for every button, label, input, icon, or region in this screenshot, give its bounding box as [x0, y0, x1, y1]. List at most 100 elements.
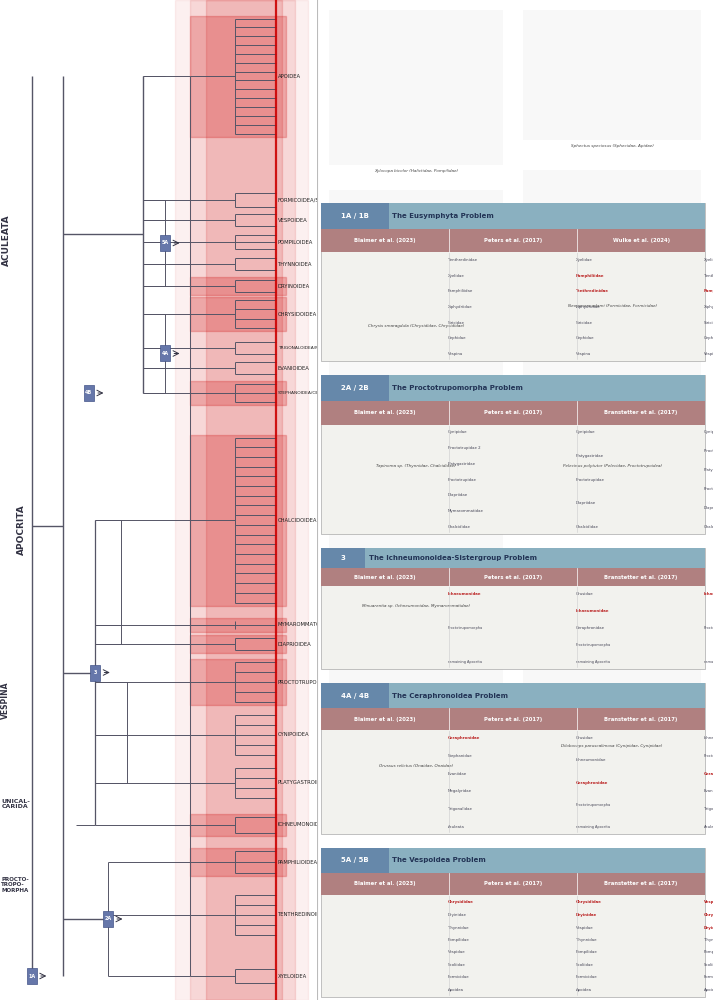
Text: The Eusymphyta Problem: The Eusymphyta Problem — [392, 213, 494, 219]
Text: Proctotrupomorpha: Proctotrupomorpha — [704, 626, 713, 630]
Text: Minuarentia sp. (Ichneumonidae, Mymarommatidae): Minuarentia sp. (Ichneumonidae, Mymaromm… — [362, 604, 471, 608]
Text: Chalcididae: Chalcididae — [704, 525, 713, 529]
Text: Thynnidae: Thynnidae — [448, 926, 468, 930]
Text: Diapriidae: Diapriidae — [576, 501, 596, 505]
Text: Dryinidae: Dryinidae — [576, 913, 597, 917]
Text: FORMICOIDEA/SCOLIOIDEA: FORMICOIDEA/SCOLIOIDEA — [277, 198, 348, 202]
Text: Pamphiliidae: Pamphiliidae — [704, 289, 713, 293]
Text: Formicidae: Formicidae — [448, 976, 470, 980]
Text: THYNNOIDEA: THYNNOIDEA — [277, 261, 312, 266]
Text: Proctotrupidae 2: Proctotrupidae 2 — [704, 449, 713, 453]
Text: Branstetter et al. (2017): Branstetter et al. (2017) — [605, 881, 678, 886]
Bar — [190, 618, 285, 632]
Bar — [190, 814, 285, 836]
Text: Stephanidae: Stephanidae — [448, 754, 473, 758]
Text: Formicidae: Formicidae — [704, 976, 713, 980]
Text: Scoliidae: Scoliidae — [576, 963, 594, 967]
Bar — [190, 15, 285, 136]
Text: Xyelidae: Xyelidae — [576, 258, 593, 262]
Text: Trigonalidae: Trigonalidae — [448, 807, 472, 811]
Bar — [322, 203, 705, 229]
Text: Apoidea: Apoidea — [704, 988, 713, 992]
Text: Ceraphronidae: Ceraphronidae — [576, 781, 608, 785]
Text: VESPINA: VESPINA — [1, 681, 10, 719]
Text: Blaimer et al. (2023): Blaimer et al. (2023) — [354, 410, 416, 415]
Text: Pompilidae: Pompilidae — [576, 950, 597, 954]
Text: Ichneumonidae: Ichneumonidae — [704, 592, 713, 596]
Text: The Ichneumonoidea-Sistergroup Problem: The Ichneumonoidea-Sistergroup Problem — [369, 555, 537, 561]
Text: CHALCIDOIDEA: CHALCIDOIDEA — [277, 518, 317, 522]
Bar — [329, 10, 503, 165]
Text: MYMAROMMATOIDEA: MYMAROMMATOIDEA — [277, 622, 333, 628]
Text: Pelecinus polytutor (Pelecidae, Proctotrupoidea): Pelecinus polytutor (Pelecidae, Proctotr… — [563, 464, 662, 468]
Text: APOCRITA: APOCRITA — [16, 505, 26, 555]
Text: Proctotrupomorpha: Proctotrupomorpha — [704, 754, 713, 758]
Text: Vespidae: Vespidae — [704, 900, 713, 904]
Text: Ichneumonidae: Ichneumonidae — [576, 758, 606, 762]
Text: Apoidea: Apoidea — [448, 988, 464, 992]
Bar — [322, 848, 389, 873]
Bar — [523, 330, 701, 460]
Text: The Ceraphronoidea Problem: The Ceraphronoidea Problem — [392, 693, 508, 699]
Bar — [175, 0, 308, 1000]
Text: Vespidae: Vespidae — [576, 926, 594, 930]
Text: Evaniidae: Evaniidae — [448, 772, 467, 776]
Text: Aculeata: Aculeata — [704, 825, 713, 829]
Text: Trigonalidae: Trigonalidae — [704, 807, 713, 811]
Text: Pompilidae: Pompilidae — [448, 938, 470, 942]
Bar — [190, 659, 285, 705]
Text: Thynnidae: Thynnidae — [576, 938, 597, 942]
FancyBboxPatch shape — [103, 911, 113, 927]
Text: Blaimer et al. (2023): Blaimer et al. (2023) — [354, 717, 416, 722]
Text: Cephidae: Cephidae — [704, 336, 713, 340]
Text: Cynipidae: Cynipidae — [448, 430, 468, 434]
Text: Wulke et al. (2024): Wulke et al. (2024) — [612, 238, 670, 243]
FancyBboxPatch shape — [160, 345, 170, 361]
Text: Ceraphronidae: Ceraphronidae — [448, 736, 481, 740]
Text: 4A: 4A — [161, 351, 168, 356]
Bar — [190, 381, 285, 405]
Text: Branstetter et al. (2017): Branstetter et al. (2017) — [605, 575, 678, 580]
Text: Diapriidae: Diapriidae — [704, 506, 713, 510]
Text: The Vespoidea Problem: The Vespoidea Problem — [392, 857, 486, 863]
Text: Proctotrupidae: Proctotrupidae — [448, 478, 477, 482]
Text: Platygastridae: Platygastridae — [704, 468, 713, 472]
Text: PAMPHILIOIDEA: PAMPHILIOIDEA — [277, 859, 318, 864]
Bar — [190, 434, 285, 606]
Text: 4B: 4B — [86, 390, 93, 395]
Text: Chrysididae: Chrysididae — [448, 900, 474, 904]
Text: UNICAL-
CARIDA: UNICAL- CARIDA — [1, 799, 30, 809]
Text: STEPHANOIDEA/CERAPhRONOIDEA: STEPHANOIDEA/CERAPhRONOIDEA — [277, 391, 353, 395]
Text: Vespidae: Vespidae — [448, 950, 466, 954]
Text: EVANIOIDEA: EVANIOIDEA — [277, 365, 309, 370]
Bar — [190, 297, 285, 331]
Text: Pamphiliidae: Pamphiliidae — [448, 289, 473, 293]
Bar — [322, 568, 705, 586]
Bar — [322, 548, 705, 669]
Text: Apoidea: Apoidea — [576, 988, 592, 992]
Bar — [322, 401, 705, 424]
Bar — [190, 277, 285, 295]
Text: Proctotrupomorpha: Proctotrupomorpha — [448, 626, 483, 630]
Text: Blaimer et al. (2023): Blaimer et al. (2023) — [354, 238, 416, 243]
Text: ICHNEUMONOIDEA: ICHNEUMONOIDEA — [277, 822, 327, 828]
Text: Siricidae: Siricidae — [704, 321, 713, 325]
Text: Xylocopa bicolor (Halictidae, Pompilidae): Xylocopa bicolor (Halictidae, Pompilidae… — [374, 169, 458, 173]
Text: Branstetter et al. (2017): Branstetter et al. (2017) — [605, 410, 678, 415]
Text: Xyelidae: Xyelidae — [448, 274, 465, 278]
Text: Thynnidae: Thynnidae — [704, 938, 713, 942]
Text: 3: 3 — [93, 670, 97, 675]
Bar — [329, 190, 503, 320]
Bar — [329, 490, 503, 600]
Bar — [523, 10, 701, 140]
Text: Peters et al. (2017): Peters et al. (2017) — [484, 410, 543, 415]
Text: Tenthredinidae: Tenthredinidae — [448, 258, 477, 262]
Text: 5A: 5A — [161, 240, 168, 245]
Text: Proctotrupidae: Proctotrupidae — [704, 487, 713, 491]
Text: Megalyridae: Megalyridae — [448, 789, 472, 793]
Text: Dryinidae: Dryinidae — [448, 913, 467, 917]
Text: Evaniidae: Evaniidae — [704, 789, 713, 793]
Bar — [190, 848, 285, 876]
Bar — [322, 375, 705, 401]
Text: Siricidae: Siricidae — [448, 321, 465, 325]
